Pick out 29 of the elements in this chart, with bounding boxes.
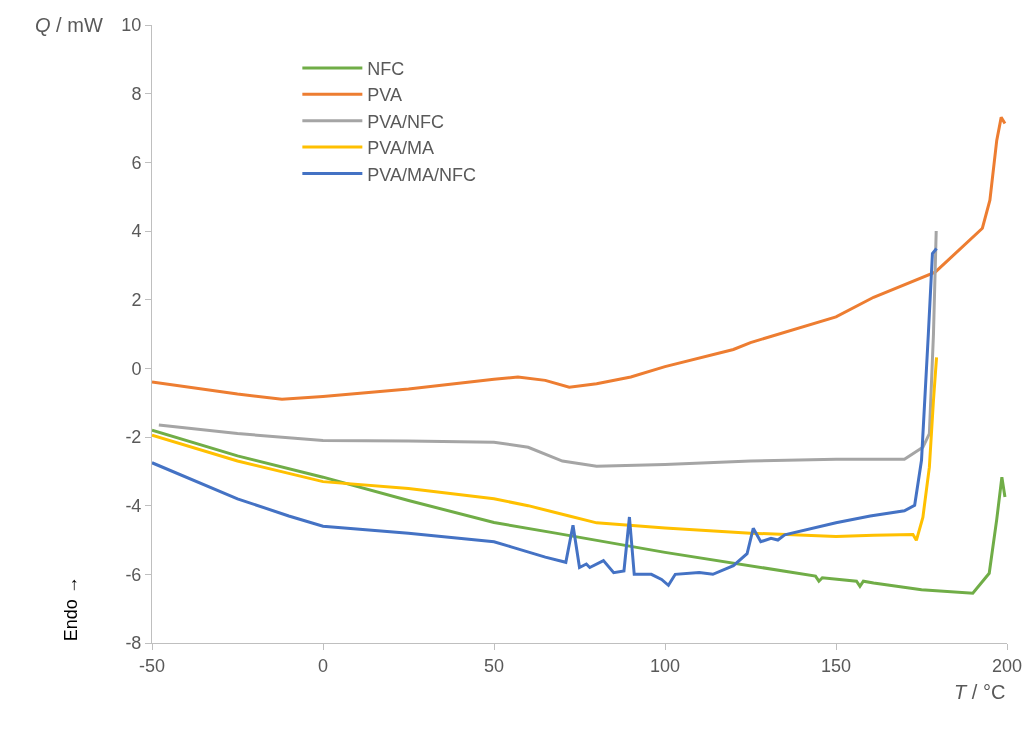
y-tick-label: 0 [131,358,142,379]
x-tick-label: 0 [317,655,329,676]
x-axis-title: T / °C [954,681,1006,703]
legend-label: PVA [367,85,403,106]
y-axis-title: Q / mW [35,14,103,36]
legend-label: PVA/NFC [367,111,445,132]
line-series [152,428,1007,595]
x-tick-label: -50 [138,655,166,676]
x-tick-label: 50 [483,655,505,676]
y-tick-label: 10 [121,15,142,36]
x-tick-label: 100 [649,655,681,676]
legend-label: NFC [367,58,405,79]
y-tick-label: -8 [125,633,142,654]
line-series [152,355,939,542]
legend-label: PVA/MA/NFC [367,164,477,185]
line-series [157,229,938,468]
legend-label: PVA/MA [367,138,435,159]
x-tick-label: 200 [991,655,1023,676]
y-tick-label: -6 [125,564,142,585]
y-tick-label: 8 [131,83,142,104]
line-series [152,115,1007,401]
x-tick-label: 150 [820,655,852,676]
y-tick-label: -2 [125,427,142,448]
y-tick-label: 6 [131,152,142,173]
line-series [152,247,939,587]
y-tick-label: -4 [125,495,142,516]
text: Endo → [61,576,82,642]
y-tick-label: 2 [131,289,142,310]
y-tick-label: 4 [131,221,142,242]
